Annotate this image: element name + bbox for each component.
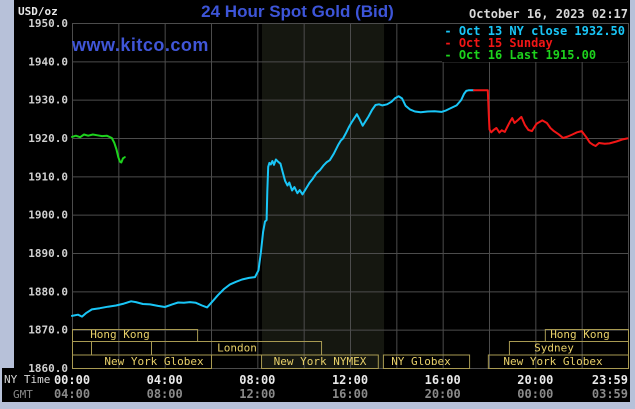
- y-axis-unit-label: USD/oz: [18, 5, 58, 18]
- x-tick-ny: 23:59: [592, 373, 628, 387]
- legend-dash-icon: -: [444, 24, 459, 38]
- session-box-new-york-globex: [72, 354, 212, 369]
- chart-timestamp: October 16, 2023 02:17: [469, 7, 628, 21]
- x-tick-ny: 12:00: [332, 373, 368, 387]
- legend-dash-icon: -: [444, 36, 459, 50]
- y-tick-label: 1940.0: [28, 55, 68, 68]
- y-tick-label: 1930.0: [28, 94, 68, 107]
- x-tick-gmt: 03:59: [592, 387, 628, 401]
- y-tick-label: 1870.0: [28, 324, 68, 337]
- legend-label: Oct 13 NY close 1932.50: [458, 24, 625, 38]
- y-tick-label: 1860.0: [28, 362, 68, 375]
- x-tick-gmt: 04:00: [54, 387, 90, 401]
- session-label: New York Globex: [503, 355, 603, 368]
- gmt-axis-label: GMT: [13, 388, 33, 401]
- x-tick-ny: 08:00: [239, 373, 275, 387]
- session-label: Hong Kong: [550, 328, 610, 341]
- legend-label: Oct 15 Sunday: [458, 36, 553, 50]
- legend-label: Oct 16 Last 1915.00: [458, 48, 597, 62]
- x-tick-gmt: 00:00: [517, 387, 553, 401]
- x-tick-gmt: 08:00: [147, 387, 183, 401]
- chart-legend: - Oct 13 NY close 1932.50- Oct 15 Sunday…: [442, 24, 627, 62]
- axis-corner-background: [2, 368, 14, 402]
- y-tick-label: 1950.0: [28, 17, 68, 30]
- y-tick-label: 1920.0: [28, 132, 68, 145]
- session-box-london: [150, 341, 323, 356]
- session-label: Sydney: [534, 342, 574, 355]
- session-label: New York Globex: [104, 355, 204, 368]
- session-label: New York NYMEX: [274, 355, 367, 368]
- legend-item: - Oct 13 NY close 1932.50: [444, 25, 625, 37]
- ny-time-axis-label: NY Time: [4, 373, 51, 386]
- x-tick-gmt: 16:00: [332, 387, 368, 401]
- x-tick-ny: 04:00: [147, 373, 183, 387]
- nymex-session-band: [261, 23, 385, 368]
- legend-item: - Oct 15 Sunday: [444, 37, 625, 49]
- session-label: Hong Kong: [90, 328, 150, 341]
- y-tick-label: 1900.0: [28, 209, 68, 222]
- y-tick-label: 1910.0: [28, 170, 68, 183]
- session-box-ny-globex: [382, 354, 471, 369]
- kitco-watermark-link[interactable]: www.kitco.com: [72, 35, 209, 55]
- series-line-oct-15-sunday: [472, 89, 629, 147]
- session-box-new-york-globex: [487, 354, 630, 369]
- legend-dash-icon: -: [444, 48, 459, 62]
- series-line-oct-16-last-1915.00: [71, 133, 126, 164]
- session-box-new-york-nymex: [261, 354, 379, 369]
- legend-item: - Oct 16 Last 1915.00: [444, 49, 625, 61]
- x-tick-ny: 20:00: [517, 373, 553, 387]
- y-tick-label: 1880.0: [28, 285, 68, 298]
- page-title: 24 Hour Spot Gold (Bid): [201, 2, 394, 21]
- series-line-oct-13-ny-close-1932.50: [71, 89, 475, 318]
- x-tick-ny: 00:00: [54, 373, 90, 387]
- x-tick-ny: 16:00: [425, 373, 461, 387]
- session-label: London: [217, 342, 257, 355]
- x-tick-gmt: 20:00: [425, 387, 461, 401]
- session-label: NY Globex: [391, 355, 451, 368]
- y-tick-label: 1890.0: [28, 247, 68, 260]
- x-tick-gmt: 12:00: [239, 387, 275, 401]
